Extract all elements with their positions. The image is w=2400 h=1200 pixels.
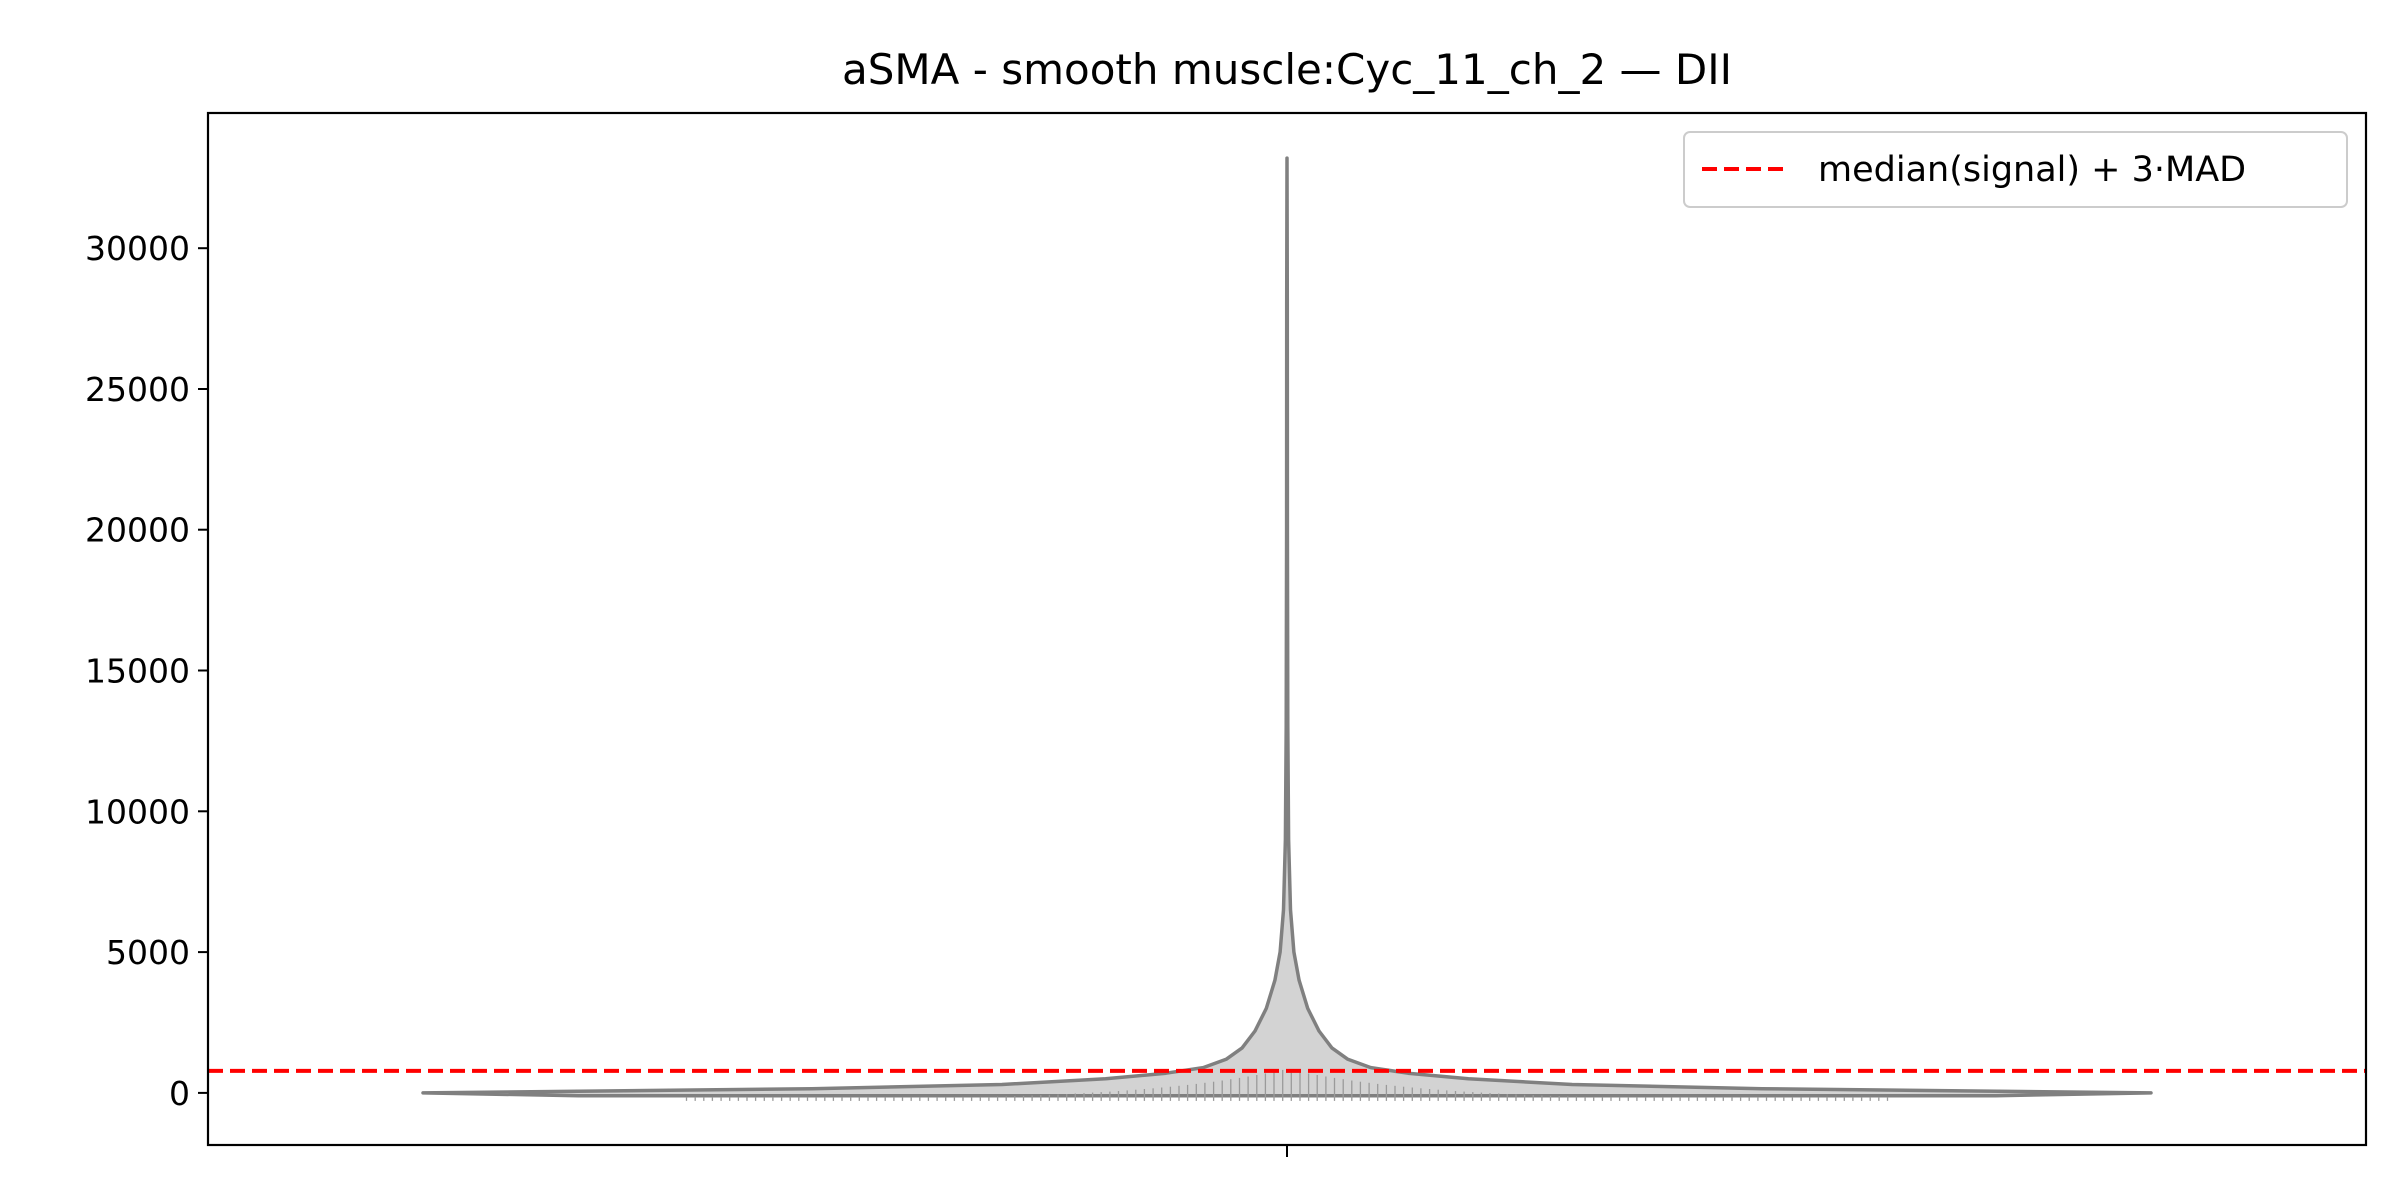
y-tick-label: 0: [169, 1074, 190, 1113]
legend: median(signal) + 3·MAD: [1683, 131, 2348, 208]
y-tick-label: 25000: [85, 370, 190, 409]
y-tick-label: 5000: [106, 933, 190, 972]
violin-layer: [421, 156, 2153, 1101]
y-axis: 0 5000 10000 15000 20000 25000 30000: [85, 229, 208, 1113]
violin-body: [421, 156, 2153, 1098]
y-tick-label: 30000: [85, 229, 190, 268]
legend-box: [1683, 131, 2348, 208]
chart-title: aSMA - smooth muscle:Cyc_11_ch_2 — DII: [842, 45, 1732, 94]
violin-inner-sticks: [685, 1069, 1889, 1101]
y-tick-label: 20000: [85, 511, 190, 550]
y-tick-label: 15000: [85, 652, 190, 691]
y-tick-label: 10000: [85, 792, 190, 831]
legend-label: median(signal) + 3·MAD: [1818, 150, 2246, 190]
